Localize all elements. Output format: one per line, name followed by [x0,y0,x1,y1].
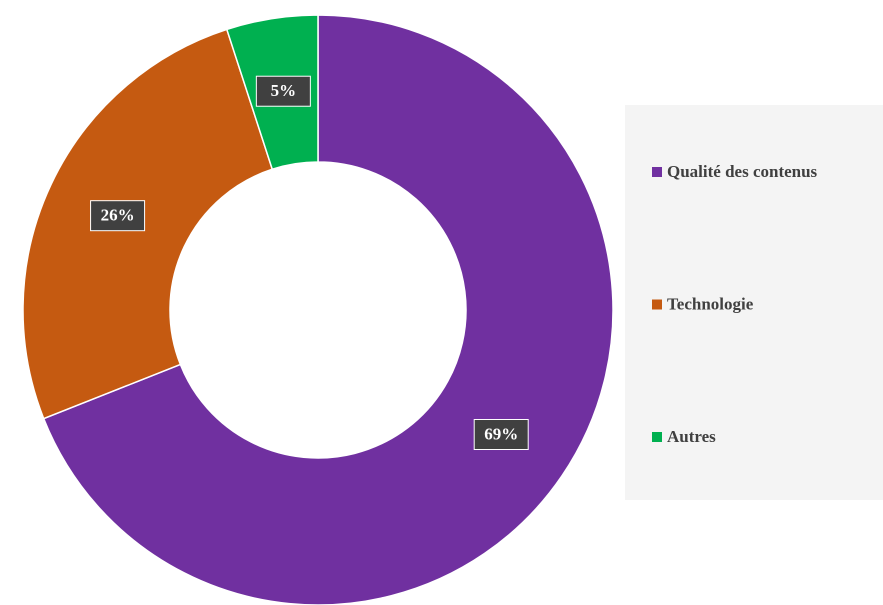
data-label-box [255,75,311,107]
slice [42,14,614,605]
data-label: 69% [484,424,518,443]
legend-label: Qualité des contenus [667,162,818,181]
data-label-box [90,200,146,232]
data-label: 5% [271,81,297,100]
legend-box [625,105,883,500]
slice [22,28,274,420]
legend-swatch [652,432,662,442]
legend-label: Technologie [667,294,754,313]
legend-label: Autres [667,427,716,446]
legend-swatch [652,299,662,310]
data-label: 26% [101,206,135,225]
legend: Qualité des contenus Technologie Autres [625,105,883,500]
legend-swatch [652,167,662,177]
data-label-box [473,419,529,451]
data-labels: 69% 26% 5% [90,75,529,451]
donut [22,14,614,605]
